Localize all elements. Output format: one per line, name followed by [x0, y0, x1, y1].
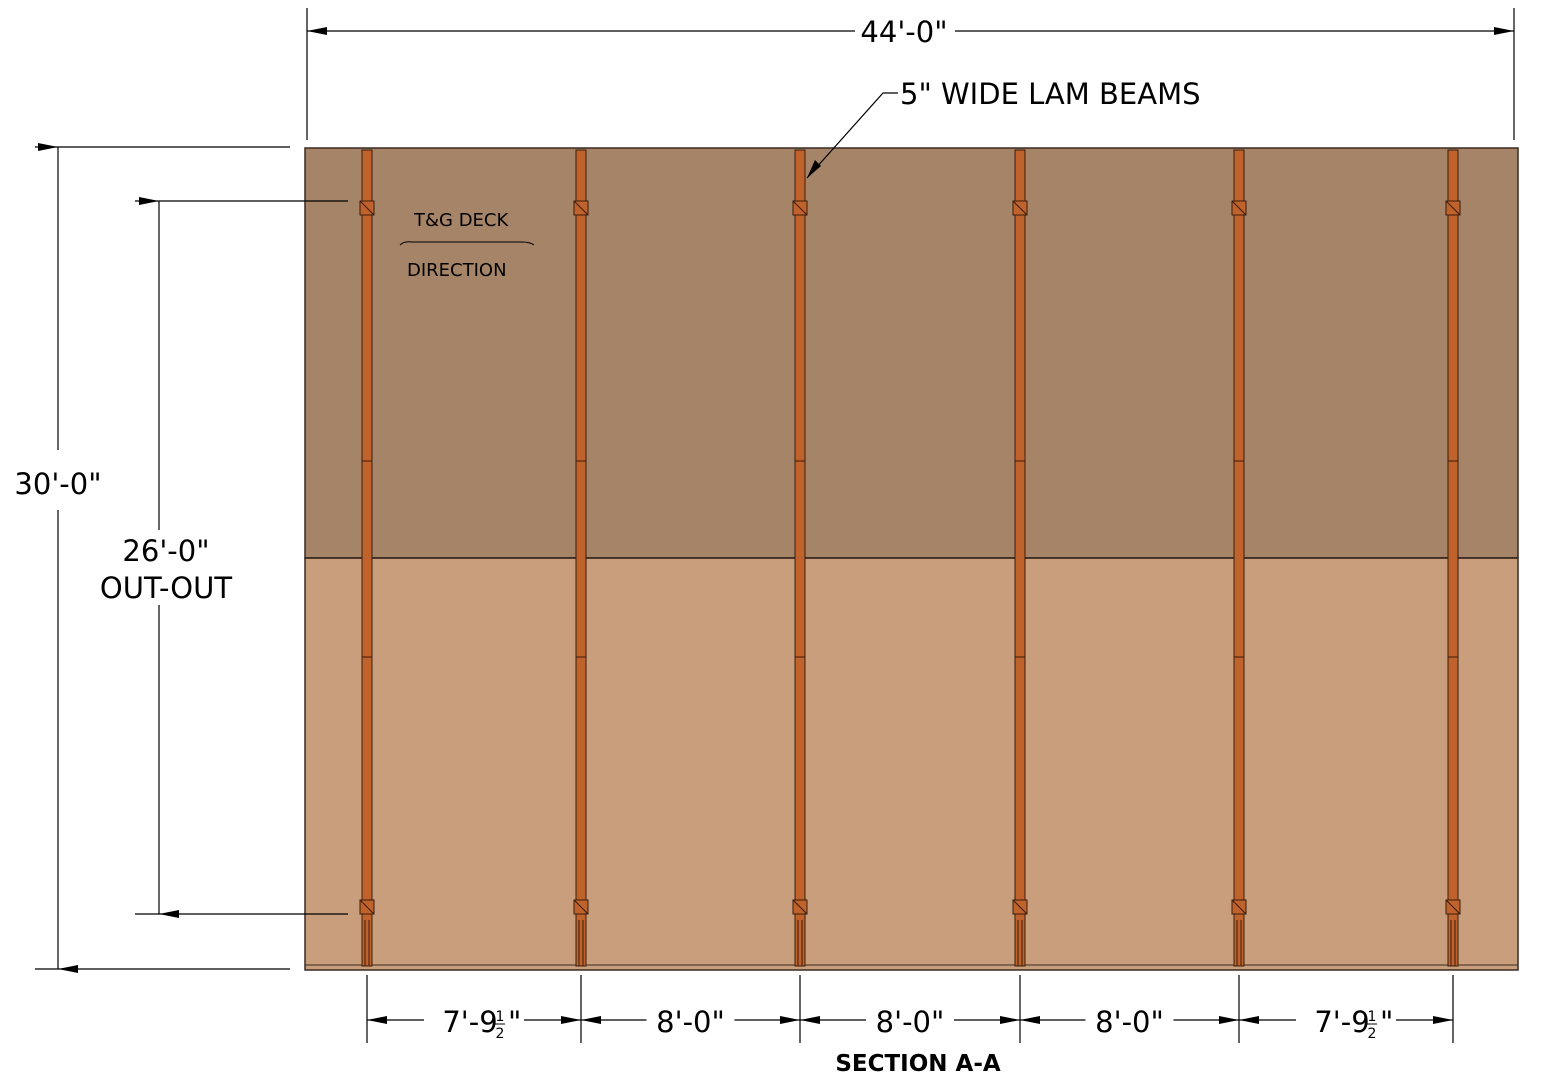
spacing-label: 7'-9 [1314, 1005, 1369, 1039]
lam-beam [1231, 149, 1247, 967]
section-title: SECTION A-A [835, 1051, 1001, 1077]
beam-post [1445, 200, 1461, 216]
beam-post [1012, 899, 1028, 915]
beam-callout: 5" WIDE LAM BEAMS [806, 77, 1201, 179]
lam-beam [359, 149, 375, 967]
beam-spacing-dimensions: 7'-912 " 8'-0" 8'-0" 8'-0" 7'-912 " [366, 975, 1454, 1043]
spacing-dimension: 8'-0" [581, 1005, 800, 1039]
deck-back-panel [304, 147, 1519, 559]
beam-post [1231, 899, 1247, 915]
lam-beam [573, 149, 589, 967]
spacing-fraction-denominator: 2 [1368, 1026, 1377, 1042]
spacing-label: 8'-0" [656, 1005, 725, 1039]
spacing-label: 8'-0" [1095, 1005, 1164, 1039]
deck-direction-note: T&G DECK DIRECTION [399, 210, 535, 281]
beam-post [1231, 200, 1247, 216]
beam-length-dimension: 26'-0" OUT-OUT [100, 197, 348, 918]
beam-length-sublabel: OUT-OUT [100, 571, 232, 605]
beam-post [573, 200, 589, 216]
spacing-fraction-numerator: 1 [496, 1009, 505, 1025]
beam-post [573, 899, 589, 915]
deck-note-line1: T&G DECK [413, 210, 510, 231]
beam-group [359, 149, 1461, 967]
spacing-label: 7'-9 [442, 1005, 497, 1039]
spacing-dimension: 8'-0" [800, 1005, 1020, 1039]
spacing-label: 8'-0" [876, 1005, 945, 1039]
lam-beam [1012, 149, 1028, 967]
spacing-dimension: 7'-912 " [367, 1005, 581, 1042]
overall-depth-label: 30'-0" [14, 467, 101, 501]
beam-post [359, 899, 375, 915]
beam-post [359, 200, 375, 216]
spacing-fraction-denominator: 2 [496, 1026, 505, 1042]
overall-depth-dimension: 30'-0" [14, 143, 290, 973]
spacing-unit: " [508, 1005, 521, 1039]
beam-post [1445, 899, 1461, 915]
overall-width-label: 44'-0" [860, 15, 947, 49]
lam-beam [1445, 149, 1461, 967]
beam-callout-label: 5" WIDE LAM BEAMS [900, 77, 1201, 111]
deck-front-panel [304, 557, 1519, 971]
spacing-unit: " [1380, 1005, 1393, 1039]
beam-post [792, 200, 808, 216]
spacing-dimension: 7'-912 " [1239, 1005, 1453, 1042]
overall-width-dimension: 44'-0" [306, 8, 1515, 140]
beam-post [792, 899, 808, 915]
deck-note-line2: DIRECTION [407, 260, 507, 281]
beam-length-label: 26'-0" [122, 534, 209, 568]
lam-beam [792, 149, 808, 967]
spacing-dimension: 8'-0" [1020, 1005, 1239, 1039]
spacing-fraction-numerator: 1 [1368, 1009, 1377, 1025]
beam-post [1012, 200, 1028, 216]
